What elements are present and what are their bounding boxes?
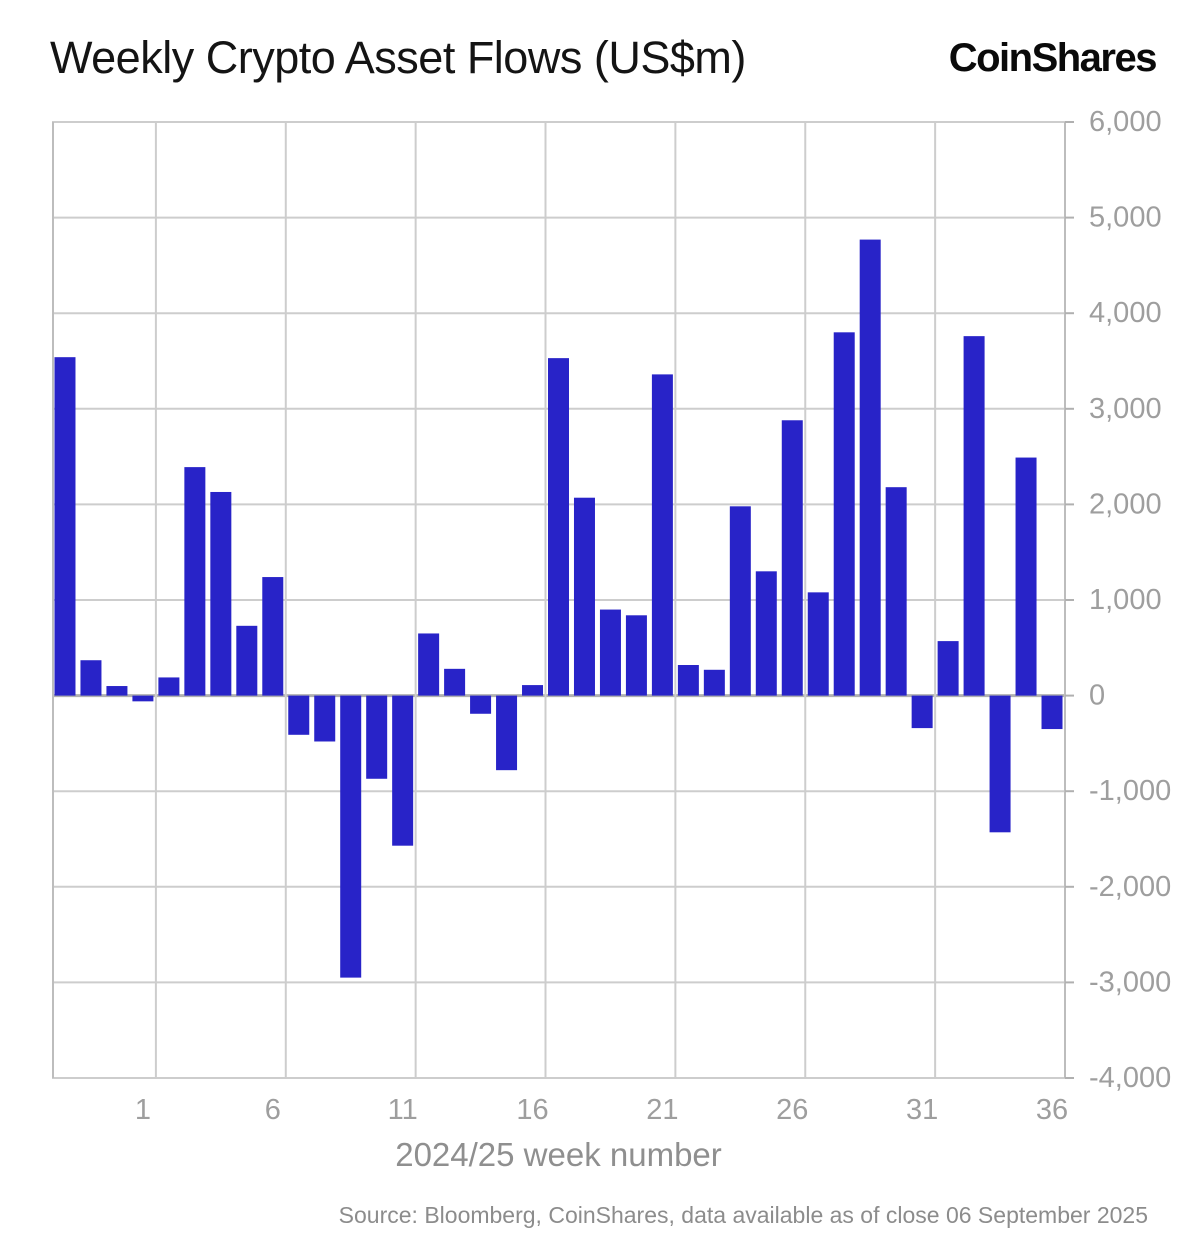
bar-week-13 <box>444 668 466 696</box>
bar-week-15 <box>496 695 518 771</box>
bar-week-29 <box>859 239 881 696</box>
bar-week-18 <box>573 497 595 696</box>
bar-week-25 <box>755 571 777 696</box>
chart-title: Weekly Crypto Asset Flows (US$m) <box>50 32 746 83</box>
bar-week-7 <box>288 695 310 735</box>
bar-week-5 <box>236 625 258 696</box>
bar-week-34 <box>989 695 1011 833</box>
bar-week-35 <box>1015 457 1037 696</box>
y-tick-label: 4,000 <box>1089 297 1162 329</box>
bar-week-16 <box>522 685 544 696</box>
bar-week-50 <box>54 357 76 696</box>
bar-week-9 <box>340 695 362 978</box>
source-note: Source: Bloomberg, CoinShares, data avai… <box>338 1202 1148 1228</box>
y-tick-label: -1,000 <box>1089 775 1171 807</box>
y-tick-label: -2,000 <box>1089 871 1171 903</box>
bar-week-4 <box>210 491 232 696</box>
bar-week-10 <box>366 695 388 779</box>
bar-week-28 <box>833 332 855 696</box>
y-tick-label: 1,000 <box>1089 584 1162 616</box>
bar-week-11 <box>392 695 414 846</box>
bar-week-6 <box>262 577 284 696</box>
y-tick-label: 0 <box>1089 680 1105 712</box>
bar-week-23 <box>703 669 725 696</box>
x-tick-label: 6 <box>265 1094 281 1126</box>
bar-week-21 <box>651 374 673 696</box>
bar-week-14 <box>470 695 492 714</box>
bar-week-52 <box>106 686 128 696</box>
bar-week-33 <box>963 336 985 696</box>
y-tick-label: 2,000 <box>1089 488 1162 520</box>
bar-week-27 <box>807 592 829 696</box>
bar-week-3 <box>184 467 206 696</box>
x-tick-label: 21 <box>646 1094 678 1126</box>
x-tick-label: 1 <box>135 1094 151 1126</box>
bar-week-8 <box>314 695 336 742</box>
bar-week-51 <box>80 660 102 696</box>
bar-week-30 <box>885 487 907 696</box>
bar-week-24 <box>729 506 751 696</box>
bar-week-20 <box>625 615 647 696</box>
y-tick-label: 6,000 <box>1089 106 1162 138</box>
bar-week-36 <box>1041 695 1063 730</box>
bar-week-31 <box>911 695 933 729</box>
x-tick-label: 31 <box>906 1094 938 1126</box>
y-tick-label: -4,000 <box>1089 1062 1171 1094</box>
x-tick-label: 11 <box>388 1094 418 1126</box>
bar-week-17 <box>548 358 569 696</box>
y-tick-label: -3,000 <box>1089 966 1171 998</box>
x-axis-title: 2024/25 week number <box>395 1136 722 1173</box>
x-tick-label: 36 <box>1036 1094 1068 1126</box>
y-tick-label: 5,000 <box>1089 202 1162 234</box>
y-tick-label: 3,000 <box>1089 393 1162 425</box>
bar-week-22 <box>677 665 699 696</box>
coinshares-logo: CoinShares <box>948 36 1158 80</box>
bar-week-12 <box>418 633 440 696</box>
bar-week-2 <box>158 677 180 696</box>
x-tick-label: 16 <box>516 1094 548 1126</box>
bar-week-26 <box>781 420 803 696</box>
x-tick-label: 26 <box>776 1094 808 1126</box>
bar-week-32 <box>937 641 959 696</box>
bar-week-19 <box>599 609 621 696</box>
bar-week-1 <box>132 695 154 702</box>
